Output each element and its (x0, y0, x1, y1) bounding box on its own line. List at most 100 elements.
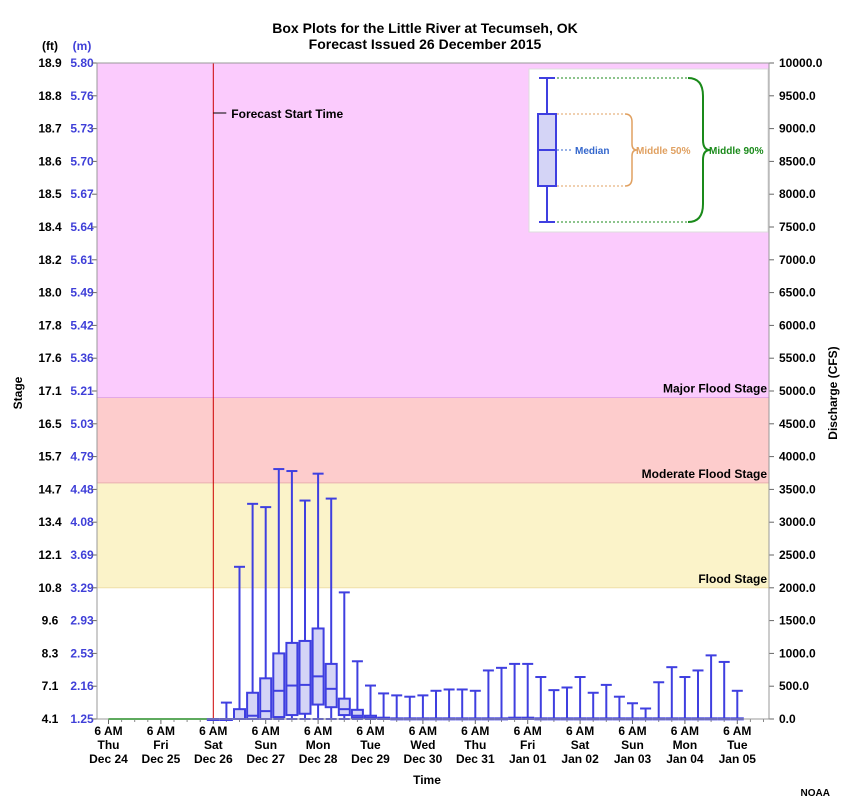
x-tick-label: 6 AM (618, 724, 646, 738)
flood-stage-labels: Flood Stage Moderate Flood Stage Major Flo… (642, 382, 768, 586)
left-tick-ft: 13.4 (38, 515, 62, 529)
right-tick-label: 2500.0 (779, 548, 816, 562)
right-tick-label: 3000.0 (779, 515, 816, 529)
right-tick-label: 8000.0 (779, 187, 816, 201)
x-tick-label: Dec 30 (404, 752, 443, 766)
left-tick-ft: 17.8 (38, 318, 62, 332)
legend-m50-brace (624, 113, 638, 187)
x-tick-label: 6 AM (147, 724, 175, 738)
chart-subtitle: Forecast Issued 26 December 2015 (309, 36, 542, 52)
legend-middle90-label: Middle 90% (709, 146, 764, 157)
left-tick-m: 5.67 (70, 187, 94, 201)
left-tick-ft: 18.5 (38, 187, 62, 201)
left-tick-m: 4.48 (70, 482, 94, 496)
box-body (285, 641, 299, 717)
right-tick-label: 8500.0 (779, 154, 816, 168)
right-tick-label: 5500.0 (779, 351, 816, 365)
left-tick-ft: 18.2 (38, 253, 62, 267)
x-tick-label: Sun (621, 738, 644, 752)
right-tick-label: 500.0 (779, 679, 809, 693)
x-tick-label: Jan 03 (614, 752, 652, 766)
left-tick-m: 5.36 (70, 351, 94, 365)
left-tick-ft: 4.1 (42, 712, 59, 726)
x-tick-label: Sat (571, 738, 590, 752)
right-tick-label: 1000.0 (779, 646, 816, 660)
left-tick-ft: 18.7 (38, 122, 62, 136)
stage-label-moderate-flood-stage: Moderate Flood Stage (642, 467, 768, 481)
noaa-credit: NOAA (801, 788, 830, 799)
left-tick-ft: 17.6 (38, 351, 62, 365)
x-tick-label: Tue (360, 738, 381, 752)
x-tick-label: Jan 02 (561, 752, 599, 766)
left-tick-m: 5.21 (70, 384, 94, 398)
x-tick-label: Tue (727, 738, 748, 752)
x-tick-label: Thu (98, 738, 120, 752)
x-tick-label: Dec 28 (299, 752, 338, 766)
x-tick-label: Sat (204, 738, 223, 752)
band-flood-stage (97, 482, 769, 588)
left-tick-m: 2.93 (70, 614, 94, 628)
left-tick-ft: 16.5 (38, 417, 62, 431)
x-tick-label: 6 AM (566, 724, 594, 738)
x-tick-label: Dec 25 (142, 752, 181, 766)
right-tick-label: 0.0 (779, 712, 796, 726)
x-tick-label: 6 AM (252, 724, 280, 738)
left-tick-m: 5.03 (70, 417, 94, 431)
box-body (298, 639, 312, 715)
y-axis-label-discharge: Discharge (CFS) (826, 346, 840, 439)
left-tick-m: 3.69 (70, 548, 94, 562)
x-tick-label: Dec 26 (194, 752, 233, 766)
x-tick-label: Fri (153, 738, 168, 752)
right-tick-label: 6500.0 (779, 286, 816, 300)
left-tick-ft: 18.0 (38, 286, 62, 300)
x-tick-label: Mon (306, 738, 331, 752)
x-tick-label: 6 AM (461, 724, 489, 738)
right-tick-label: 7000.0 (779, 253, 816, 267)
left-tick-ft: 7.1 (42, 679, 59, 693)
x-tick-label: 6 AM (671, 724, 699, 738)
x-tick-label: Dec 24 (89, 752, 128, 766)
x-tick-label: Dec 27 (246, 752, 285, 766)
left-tick-m: 4.08 (70, 515, 94, 529)
left-tick-ft: 12.1 (38, 548, 62, 562)
box-body (259, 677, 273, 721)
x-tick-label: 6 AM (723, 724, 751, 738)
x-tick-label: Jan 05 (719, 752, 757, 766)
left-tick-ft: 15.7 (38, 450, 62, 464)
x-tick-label: 6 AM (199, 724, 227, 738)
right-ticks: 10000.0 9500.0 9000.0 8500.0 8000.0 7500.0 700… (769, 56, 823, 726)
x-tick-label: Jan 04 (666, 752, 704, 766)
chart-title: Box Plots for the Little River at Tecums… (272, 20, 577, 36)
left-tick-m: 4.79 (70, 450, 94, 464)
left-tick-m: 3.29 (70, 581, 94, 595)
stage-label-major-flood-stage: Major Flood Stage (663, 382, 767, 396)
left-tick-m: 5.73 (70, 122, 94, 136)
box-plot (246, 502, 260, 721)
right-tick-label: 1500.0 (779, 614, 816, 628)
left-tick-m: 5.61 (70, 253, 94, 267)
x-tick-label: 6 AM (409, 724, 437, 738)
left-tick-m: 5.80 (70, 56, 94, 70)
left-tick-m: 5.70 (70, 154, 94, 168)
left-tick-ft: 9.6 (42, 614, 59, 628)
unit-m-label: (m) (73, 39, 92, 53)
y-axis-label-stage: Stage (11, 376, 25, 409)
x-tick-label: Thu (464, 738, 486, 752)
box-body (324, 662, 338, 709)
legend: Median Middle 50% Middle 90% (528, 68, 769, 233)
left-ticks: 18.9 5.80 18.8 5.76 18.7 5.73 18.6 5.70 18.5 5.67… (38, 56, 97, 726)
x-tick-label: Wed (410, 738, 435, 752)
left-tick-ft: 10.8 (38, 581, 62, 595)
x-axis-label: Time (413, 773, 441, 787)
plot-frame (96, 62, 770, 720)
box-body (233, 708, 246, 720)
right-tick-label: 4000.0 (779, 450, 816, 464)
box-body (337, 697, 351, 717)
x-tick-label: 6 AM (94, 724, 122, 738)
right-tick-label: 5000.0 (779, 384, 816, 398)
left-tick-ft: 17.1 (38, 384, 62, 398)
right-tick-label: 4500.0 (779, 417, 816, 431)
left-tick-ft: 14.7 (38, 482, 62, 496)
x-tick-label: Jan 01 (509, 752, 547, 766)
